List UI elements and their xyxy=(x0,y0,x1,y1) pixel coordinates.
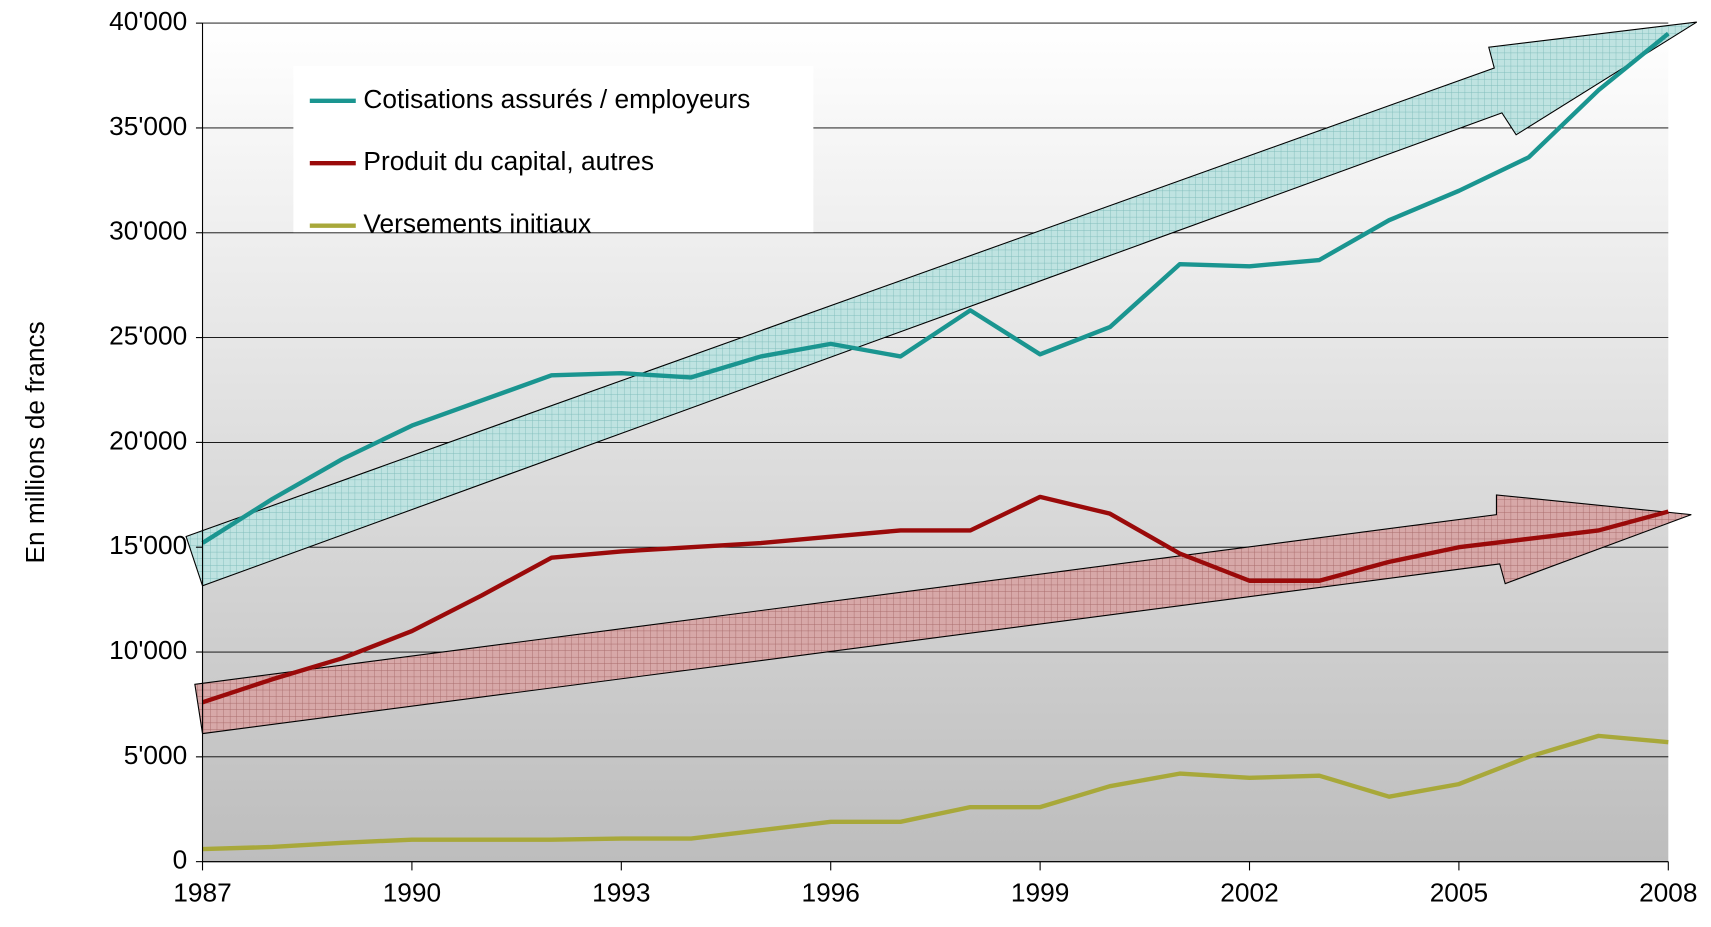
trend-arrow xyxy=(185,21,1698,587)
series-line xyxy=(201,494,1669,705)
trend-arrow xyxy=(194,494,1692,735)
y-tick-label: 10'000 xyxy=(109,635,187,665)
x-tick-label: 1987 xyxy=(173,877,231,907)
legend-label: Produit du capital, autres xyxy=(363,146,654,176)
legend-box xyxy=(293,65,814,233)
y-axis-label: En millions de francs xyxy=(20,321,50,563)
x-tick-label: 2002 xyxy=(1220,877,1278,907)
y-tick-label: 5'000 xyxy=(124,740,187,770)
x-tick-label: 1990 xyxy=(383,877,441,907)
legend-label: Versements initiaux xyxy=(363,209,591,239)
y-tick-label: 40'000 xyxy=(109,6,187,36)
y-tick-label: 35'000 xyxy=(109,111,187,141)
y-tick-label: 25'000 xyxy=(109,321,187,351)
x-tick-label: 1993 xyxy=(592,877,650,907)
x-tick-label: 1996 xyxy=(801,877,859,907)
x-tick-label: 2008 xyxy=(1639,877,1697,907)
y-tick-label: 30'000 xyxy=(109,216,187,246)
series-line xyxy=(201,31,1670,545)
x-tick-label: 1999 xyxy=(1011,877,1069,907)
y-tick-label: 15'000 xyxy=(109,530,187,560)
y-tick-label: 0 xyxy=(173,845,188,875)
series-line xyxy=(202,733,1669,852)
x-tick-label: 2005 xyxy=(1430,877,1488,907)
legend-label: Cotisations assurés / employeurs xyxy=(363,84,750,114)
y-tick-label: 20'000 xyxy=(109,425,187,455)
